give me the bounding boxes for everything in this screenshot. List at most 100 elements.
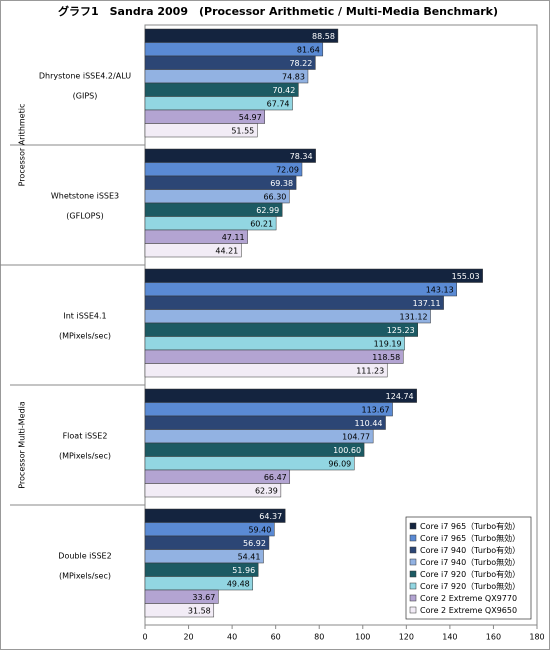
x-tick-label: 40 (227, 633, 237, 642)
bar (144, 415, 386, 430)
bar (144, 243, 242, 258)
value-label: 49.48 (227, 579, 250, 588)
value-label: 56.92 (243, 539, 266, 548)
bar (144, 295, 444, 310)
legend-swatch (409, 606, 417, 614)
value-label: 51.55 (231, 126, 254, 135)
category-label: (MPixels/sec) (59, 452, 111, 461)
bar (144, 456, 355, 471)
x-tick-label: 160 (486, 633, 501, 642)
category-label: Double iSSE2 (58, 552, 111, 561)
bar (144, 309, 431, 324)
bar (144, 282, 457, 297)
value-label: 67.74 (267, 99, 290, 108)
bar (144, 388, 417, 403)
value-label: 124.74 (386, 392, 414, 401)
bar (144, 349, 404, 364)
legend-label: Core i7 920（Turbo無効） (420, 581, 520, 591)
legend-label: Core i7 920（Turbo有効） (420, 569, 520, 579)
value-label: 64.37 (259, 512, 282, 521)
x-tick-label: 80 (314, 633, 324, 642)
legend-swatch (409, 546, 417, 554)
x-tick-label: 120 (399, 633, 414, 642)
bar (144, 483, 282, 498)
legend-label: Core 2 Extreme QX9770 (420, 594, 517, 603)
legend-swatch (409, 582, 417, 590)
value-label: 78.34 (290, 152, 313, 161)
bar (144, 429, 374, 444)
chart-title: グラフ1 Sandra 2009 (Processor Arithmetic /… (58, 4, 498, 18)
value-label: 66.30 (263, 192, 286, 201)
value-label: 59.40 (248, 525, 271, 534)
legend-label: Core i7 940（Turbo有効） (420, 545, 520, 555)
value-label: 74.83 (282, 72, 305, 81)
bar (144, 28, 339, 43)
value-label: 72.09 (276, 165, 299, 174)
bar (144, 442, 365, 457)
value-label: 88.58 (312, 32, 335, 41)
category-label: Float iSSE2 (63, 432, 108, 441)
value-label: 104.77 (342, 432, 370, 441)
value-label: 51.96 (232, 566, 255, 575)
legend-label: Core i7 965（Turbo有効） (420, 521, 520, 531)
x-tick-label: 20 (183, 633, 193, 642)
legend (405, 516, 532, 620)
value-label: 125.23 (387, 326, 415, 335)
value-label: 81.64 (297, 45, 320, 54)
value-label: 96.09 (328, 459, 351, 468)
x-tick-label: 180 (529, 633, 544, 642)
legend-swatch (409, 534, 417, 542)
legend-swatch (409, 570, 417, 578)
category-label: (MPixels/sec) (59, 572, 111, 581)
value-label: 118.58 (372, 353, 400, 362)
value-label: 131.12 (400, 312, 428, 321)
category-label: Int iSSE4.1 (63, 312, 106, 321)
value-label: 70.42 (272, 86, 295, 95)
bar (144, 268, 483, 283)
category-label: (MPixels/sec) (59, 332, 111, 341)
value-label: 33.67 (192, 593, 215, 602)
value-label: 54.97 (239, 113, 262, 122)
value-label: 47.11 (222, 233, 245, 242)
value-label: 110.44 (355, 419, 383, 428)
bar (144, 603, 215, 618)
value-label: 62.39 (255, 486, 278, 495)
group-label: Processor Arithmetic (18, 104, 27, 187)
x-tick-label: 140 (442, 633, 457, 642)
value-label: 113.67 (362, 405, 390, 414)
legend-swatch (409, 594, 417, 602)
value-label: 31.58 (188, 606, 211, 615)
bar (144, 322, 418, 337)
legend-swatch (409, 558, 417, 566)
value-label: 143.13 (426, 285, 454, 294)
legend-label: Core 2 Extreme QX9650 (420, 606, 517, 615)
bar (144, 402, 393, 417)
value-label: 119.19 (374, 339, 402, 348)
category-label: Dhrystone iSSE4.2/ALU (39, 72, 131, 81)
value-label: 137.11 (413, 299, 441, 308)
x-tick-label: 0 (142, 633, 147, 642)
category-label: Whetstone iSSE3 (51, 192, 119, 201)
bar (144, 336, 405, 351)
value-label: 60.21 (250, 219, 273, 228)
value-label: 69.38 (270, 179, 293, 188)
legend-label: Core i7 940（Turbo無効） (420, 557, 520, 567)
value-label: 100.60 (333, 446, 361, 455)
value-label: 66.47 (264, 473, 287, 482)
value-label: 54.41 (238, 552, 261, 561)
legend-swatch (409, 522, 417, 530)
legend-label: Core i7 965（Turbo無効） (420, 533, 520, 543)
category-label: (GIPS) (73, 92, 98, 101)
x-tick-label: 60 (271, 633, 281, 642)
value-label: 78.22 (289, 59, 312, 68)
x-tick-label: 100 (355, 633, 370, 642)
value-label: 155.03 (452, 272, 480, 281)
value-label: 44.21 (215, 246, 238, 255)
category-label: (GFLOPS) (66, 212, 103, 221)
value-label: 111.23 (356, 366, 384, 375)
group-label: Processor Multi-Media (18, 401, 27, 489)
value-label: 62.99 (256, 206, 279, 215)
bar (144, 363, 388, 378)
